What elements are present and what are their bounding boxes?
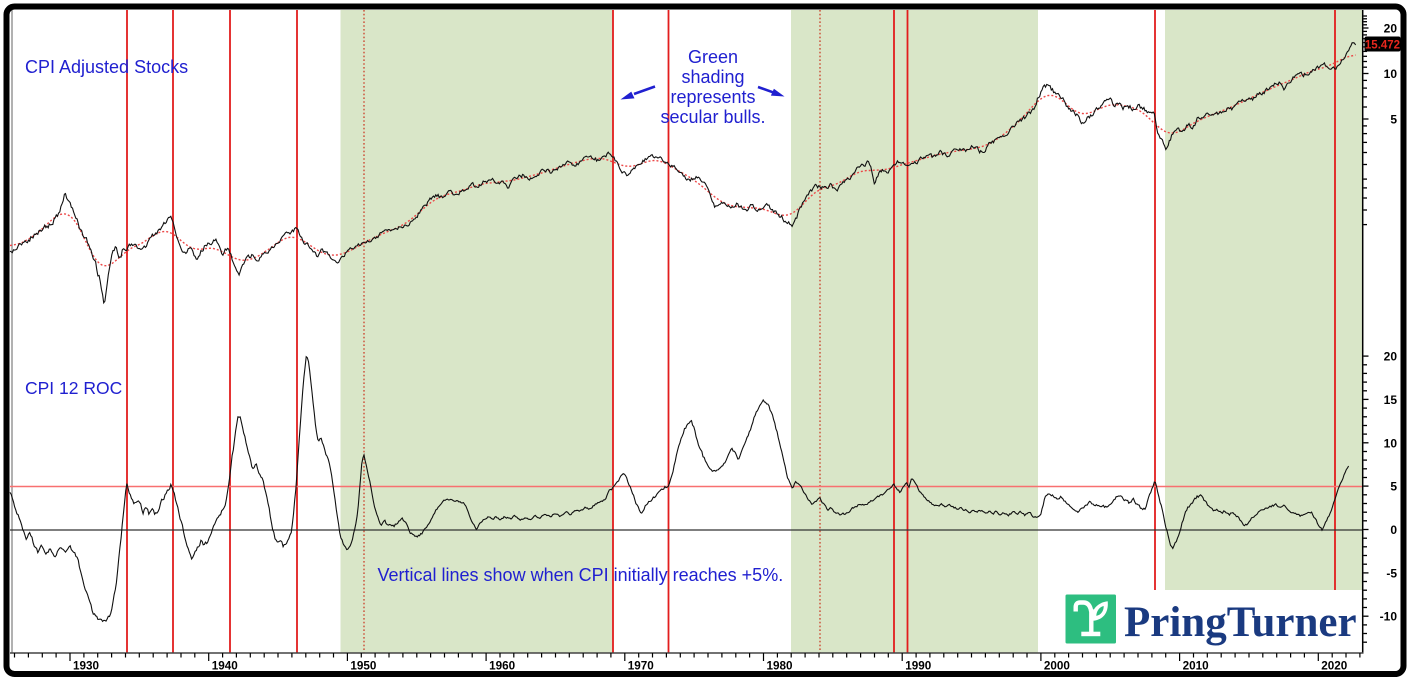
svg-text:5: 5 [1390,113,1397,127]
svg-text:10: 10 [1384,67,1398,81]
svg-text:5: 5 [1390,480,1397,494]
svg-text:1930: 1930 [73,660,100,673]
svg-text:20: 20 [1384,22,1398,36]
svg-text:1950: 1950 [350,660,377,673]
svg-text:1980: 1980 [767,660,794,673]
svg-text:15.472: 15.472 [1365,39,1400,51]
svg-text:2000: 2000 [1044,660,1071,673]
svg-text:10: 10 [1384,436,1398,450]
svg-text:-5: -5 [1386,566,1397,580]
svg-text:1960: 1960 [489,660,516,673]
svg-text:-10: -10 [1380,610,1398,624]
svg-text:1990: 1990 [905,660,932,673]
svg-text:15: 15 [1384,393,1398,407]
svg-text:0: 0 [1390,523,1397,537]
svg-text:20: 20 [1384,350,1398,364]
svg-text:1940: 1940 [212,660,239,673]
svg-text:2020: 2020 [1321,660,1348,673]
svg-text:1970: 1970 [628,660,655,673]
svg-text:2010: 2010 [1183,660,1210,673]
